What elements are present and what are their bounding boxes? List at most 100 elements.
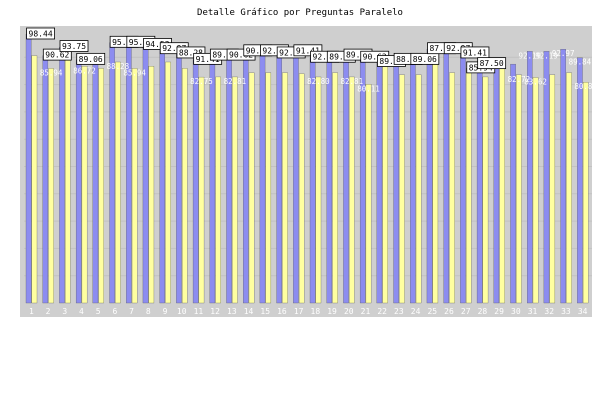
data-label: 91.41 (460, 46, 490, 59)
bar-series-1-q1 (25, 34, 32, 304)
data-label-text: 89.06 (79, 55, 103, 64)
data-labels: 98.44 90.62 85.94 93.75 89.06 86.72 95.31 88.28… (26, 27, 597, 93)
bar-series-1-q17 (293, 51, 299, 304)
data-label: 89.84 (569, 58, 592, 67)
data-label-box (176, 46, 206, 59)
data-label: 85.94 (123, 68, 146, 77)
bar-series-1-q27 (460, 53, 466, 304)
data-label: 93.75 (59, 40, 89, 52)
bar-series-1-q24 (410, 59, 416, 304)
data-label-text: 92.97 (446, 44, 470, 53)
x-tick-label: 8 (146, 307, 151, 316)
x-tick-label: 7 (129, 307, 134, 316)
data-label: 82.81 (341, 77, 364, 86)
bar-series-1-q10 (176, 53, 182, 304)
data-label: 82.75 (190, 77, 213, 86)
data-label-text: 89.84 (379, 57, 403, 66)
bar-series-2-q5 (98, 68, 104, 304)
bar-series-2-q4 (81, 66, 88, 304)
x-tick-label: 32 (544, 307, 554, 316)
bar-series-1-q31 (527, 51, 533, 304)
y-tick-label: 60 (8, 135, 18, 144)
bar-series-2-q24 (415, 74, 422, 304)
x-tick-label: 2 (46, 307, 51, 316)
bar-series-1-q4 (75, 59, 82, 304)
bar-series-2-q22 (382, 61, 388, 304)
data-label-text: 89.84 (346, 51, 370, 60)
data-label-text: 89.06 (413, 55, 437, 64)
bar-series-1-q16 (276, 53, 282, 304)
data-label: 80.88 (574, 82, 597, 91)
bar-series-2-q13 (232, 76, 238, 304)
data-label-text: 87.50 (480, 59, 504, 68)
x-tick-label: 20 (344, 307, 354, 316)
data-label-text: 91.41 (196, 55, 220, 64)
data-label: 85.94 (40, 68, 63, 77)
data-label-text: 91.41 (463, 48, 487, 57)
data-label-text: 85.94 (123, 68, 146, 77)
bar-series-2-q30 (516, 74, 522, 304)
x-tick-label: 23 (394, 307, 404, 316)
y-tick-label: 90 (8, 53, 18, 62)
y-tick-label: 80 (8, 81, 18, 90)
data-label: 90.62 (42, 48, 72, 61)
bar-series-2-q14 (248, 72, 255, 304)
data-label-text: 88.28 (107, 62, 130, 71)
bar-series-2-q7 (131, 68, 138, 304)
x-tick-label: 21 (361, 307, 371, 316)
data-label-text: 95.31 (112, 38, 136, 47)
bar-series-2-q20 (349, 76, 355, 304)
data-label: 82.81 (224, 77, 247, 86)
data-label-text: 92.19 (262, 46, 286, 55)
data-label-box (410, 52, 440, 65)
x-tick-label: 5 (96, 307, 101, 316)
data-label-text: 89.84 (329, 53, 353, 62)
bar-series-1-q11 (192, 59, 199, 304)
data-label-text: 86.72 (73, 66, 96, 75)
data-label-text: 88.28 (396, 55, 420, 64)
x-tick-label: 34 (578, 307, 588, 316)
bar-series-2-q34 (582, 82, 589, 304)
bar-series-2-q9 (165, 61, 171, 304)
bar-series-2-q29 (499, 63, 505, 304)
data-label-text: 92.97 (552, 49, 575, 58)
data-label-text: 91.41 (296, 46, 320, 55)
bar-series-2-q12 (215, 76, 221, 304)
x-tick-label: 1 (29, 307, 34, 316)
bar-series-2-q17 (298, 73, 305, 304)
bar-series-2-q3 (65, 57, 71, 304)
x-tick-label: 24 (411, 307, 421, 316)
data-label-text: 90.62 (363, 53, 387, 62)
data-label-text: 88.28 (179, 48, 203, 57)
x-tick-label: 30 (511, 307, 521, 316)
data-label-text: 82.75 (190, 77, 213, 86)
x-tick-label: 27 (461, 307, 471, 316)
x-tick-label: 17 (294, 307, 304, 316)
data-label-text: 92.19 (313, 53, 337, 62)
x-tick-label: 6 (112, 307, 117, 316)
bar-series-2-q23 (399, 74, 405, 304)
x-tick-label: 29 (494, 307, 504, 316)
x-tick-label: 31 (528, 307, 538, 316)
bar-series-2-q21 (365, 84, 372, 304)
bar-series-1-q2 (42, 55, 49, 304)
x-tick-label: 9 (163, 307, 168, 316)
data-label-text: 92.19 (279, 48, 303, 57)
bar-series-1-q29 (493, 57, 500, 304)
y-tick-label: 20 (8, 244, 18, 253)
y-tick-label: 10 (8, 272, 18, 281)
data-label: 80.11 (357, 84, 380, 93)
bar-series-2-q26 (449, 72, 455, 304)
x-tick-label: 25 (427, 307, 437, 316)
data-label: 89.06 (76, 52, 106, 65)
data-label-text: 92.19 (535, 51, 558, 60)
x-tick-label: 26 (444, 307, 454, 316)
bar-series-2-q31 (532, 77, 539, 304)
bar-series-2-q2 (48, 68, 54, 304)
bar-series-1-q28 (476, 63, 483, 304)
bar-series-1-q3 (59, 46, 65, 304)
data-label-text: 98.44 (29, 30, 53, 39)
data-label: 82.80 (307, 77, 330, 86)
x-tick-label: 22 (377, 307, 387, 316)
bar-series-2-q33 (566, 72, 572, 304)
